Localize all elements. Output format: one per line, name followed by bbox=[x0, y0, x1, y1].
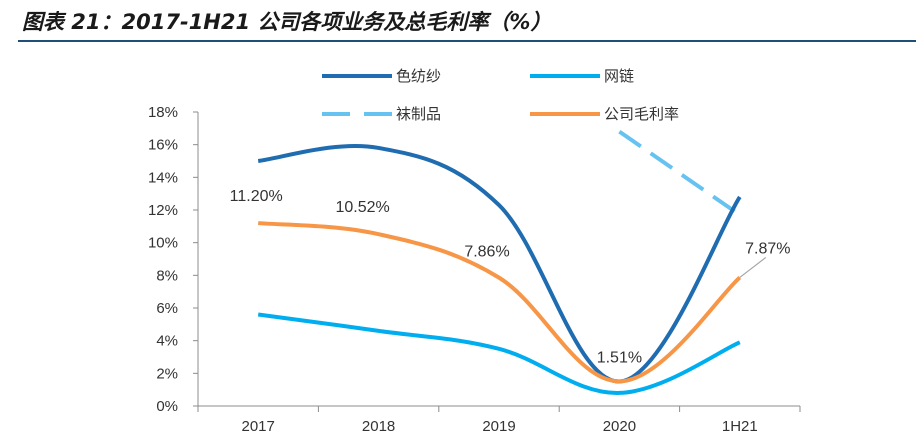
legend-label: 公司毛利率 bbox=[604, 105, 679, 123]
legend-label: 网链 bbox=[604, 67, 634, 85]
legend-label: 袜制品 bbox=[396, 105, 441, 123]
data-label-leader bbox=[739, 256, 767, 278]
data-label: 7.86% bbox=[464, 244, 509, 261]
y-tick-label: 8% bbox=[156, 267, 178, 284]
y-tick-label: 10% bbox=[148, 235, 178, 252]
y-tick-label: 12% bbox=[148, 202, 178, 219]
report-header: 图表 21：2017-1H21 公司各项业务及总毛利率（%） bbox=[0, 0, 919, 44]
series-lines bbox=[257, 129, 742, 395]
x-tick-label: 2019 bbox=[482, 418, 515, 435]
data-label: 7.87% bbox=[745, 240, 790, 257]
y-tick-label: 4% bbox=[156, 333, 178, 350]
data-label: 1.51% bbox=[597, 349, 642, 366]
data-labels: 11.20% 10.52% 7.86% 1.51% 7.87% bbox=[230, 188, 791, 366]
x-tick-label: 2018 bbox=[362, 418, 395, 435]
series-line-公司毛利率 bbox=[258, 221, 742, 384]
axes: 0% 2% 4% 6% 8% 10% 12% 14% 16% 18% 2017 2018 2019 202… bbox=[148, 104, 801, 435]
legend-label: 色纺纱 bbox=[396, 67, 441, 85]
y-tick-label: 18% bbox=[148, 104, 178, 121]
y-tick-label: 0% bbox=[156, 398, 178, 415]
data-label: 11.20% bbox=[230, 188, 283, 205]
y-tick-label: 14% bbox=[148, 169, 178, 186]
figure-title: 图表 21：2017-1H21 公司各项业务及总毛利率（%） bbox=[22, 10, 552, 34]
x-tick-label: 1H21 bbox=[722, 418, 758, 435]
y-tick-label: 16% bbox=[148, 137, 178, 154]
y-tick-label: 2% bbox=[156, 365, 178, 382]
data-label: 10.52% bbox=[335, 199, 389, 216]
x-tick-label: 2017 bbox=[242, 418, 275, 435]
y-tick-label: 6% bbox=[156, 300, 178, 317]
title-underline bbox=[18, 40, 916, 42]
series-line-色纺纱 bbox=[257, 143, 742, 384]
x-tick-label: 2020 bbox=[603, 418, 636, 435]
series-line-网链 bbox=[257, 312, 741, 395]
series-line-袜制品 bbox=[618, 129, 741, 217]
